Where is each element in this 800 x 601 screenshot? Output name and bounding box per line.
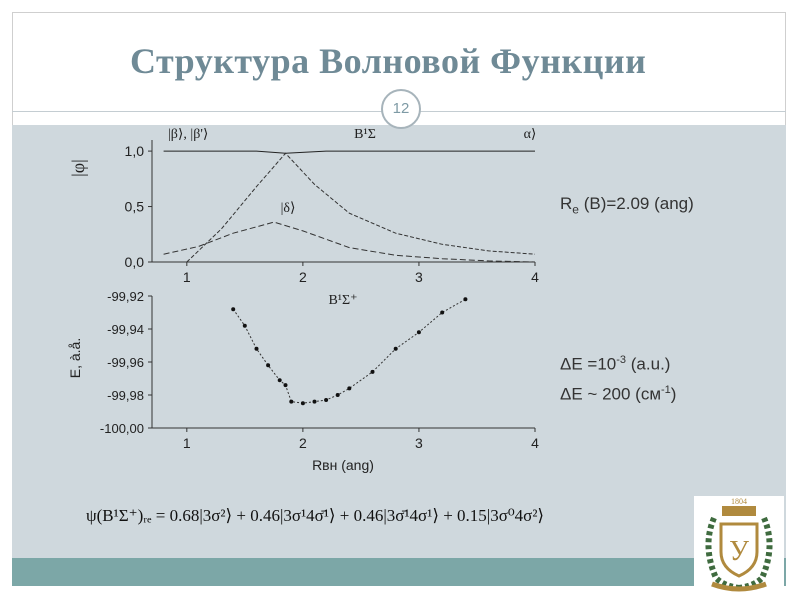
energy-point <box>289 399 294 404</box>
energy-point <box>231 307 236 312</box>
bottom-band <box>12 558 786 586</box>
top-x-tick-label: 1 <box>183 269 191 285</box>
energy-point <box>300 401 305 406</box>
bottom-y-axis-label: E, à.å. <box>67 338 83 378</box>
top-y-tick-label: 0,5 <box>125 199 145 215</box>
university-seal-icon: 1804 У <box>705 497 773 592</box>
re-subscript: e <box>572 202 579 217</box>
top-x-tick-label: 3 <box>415 269 423 285</box>
energy-point <box>312 399 317 404</box>
re-suffix: (B)=2.09 (ang) <box>578 194 694 213</box>
top-series-line <box>163 150 535 154</box>
delta-e-au: ΔE =10-3 (a.u.) <box>560 354 670 375</box>
svg-text:У: У <box>729 536 749 567</box>
top-x-axis-label: B¹Σ⁺ <box>328 293 357 308</box>
energy-point <box>440 310 445 315</box>
energy-point <box>463 297 468 302</box>
charts: 0,0 0,5 1,0 1 2 3 4 B¹Σ |β⟩, |β'⟩ |δ⟩ α⟩ |φ| B¹Σ⁺ -99… <box>67 128 539 473</box>
energy-point <box>347 386 352 391</box>
university-logo: 1804 У <box>694 496 784 596</box>
bottom-y-tick-label: -99,96 <box>107 355 144 370</box>
energy-point <box>283 383 288 388</box>
delta-e-cm: ΔE ~ 200 (см-1) <box>560 384 676 405</box>
content-area <box>12 125 786 558</box>
top-y-axis-label: |φ| <box>68 159 88 177</box>
energy-point <box>324 398 329 402</box>
wavefunction-formula: ψ(B¹Σ⁺)ᵣₑ = 0.68|3σ²⟩ + 0.46|3σ¹4σ̄¹⟩ + … <box>86 506 545 525</box>
svg-text:1804: 1804 <box>731 497 747 506</box>
bottom-y-tick-label: -100,00 <box>100 421 144 436</box>
bottom-x-tick-label: 2 <box>299 435 307 451</box>
bottom-y-tick-label: -99,94 <box>107 322 144 337</box>
slide-title: Структура Волновой Функции <box>130 41 647 81</box>
bottom-x-tick-label: 3 <box>415 435 423 451</box>
series-label-alpha: α⟩ <box>524 128 537 142</box>
series-label-beta: |β⟩, |β'⟩ <box>168 128 208 142</box>
energy-point <box>277 378 282 383</box>
re-annotation: Re (B)=2.09 (ang) <box>560 194 694 216</box>
top-series-line <box>163 221 536 263</box>
delta-e-cm-sup: -1 <box>661 384 671 396</box>
energy-point <box>370 369 375 374</box>
top-y-tick-label: 1,0 <box>125 143 145 159</box>
bottom-x-tick-label: 4 <box>531 435 539 451</box>
re-prefix: R <box>560 194 573 213</box>
bottom-x-tick-label: 1 <box>183 435 191 451</box>
top-series-line <box>186 152 536 263</box>
delta-e-au-sup: -3 <box>616 354 627 366</box>
energy-point <box>335 393 340 397</box>
energy-point <box>242 323 247 328</box>
top-x-tick-label: 2 <box>299 269 307 285</box>
bottom-x-axis-label: Rвн (ang) <box>312 457 374 473</box>
energy-point <box>393 346 398 351</box>
delta-e-cm-suffix: ) <box>670 384 677 404</box>
series-label-delta: |δ⟩ <box>281 201 296 216</box>
delta-e-au-prefix: ΔE =10 <box>560 354 617 374</box>
bottom-y-tick-label: -99,98 <box>107 388 144 403</box>
top-y-tick-label: 0,0 <box>125 254 145 270</box>
top-x-tick-label: 4 <box>531 269 539 285</box>
energy-point <box>266 363 271 368</box>
top-chart-title: B¹Σ <box>354 128 376 142</box>
energy-point <box>416 330 421 335</box>
bottom-y-tick-label: -99,92 <box>107 289 144 304</box>
delta-e-cm-prefix: ΔE ~ 200 (см <box>560 384 662 404</box>
delta-e-au-suffix: (a.u.) <box>626 354 671 374</box>
energy-point <box>254 346 259 351</box>
page-number-badge: 12 <box>381 89 421 129</box>
